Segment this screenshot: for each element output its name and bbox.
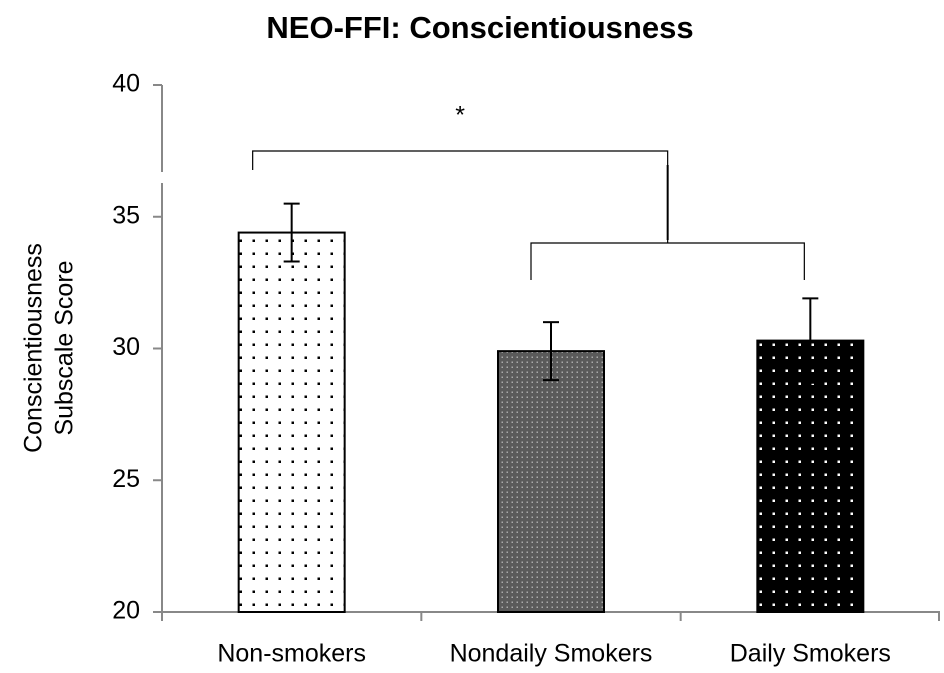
chart-title: NEO-FFI: Conscientiousness [266,10,693,45]
significance-bracket [252,150,805,280]
x-tick-label: Daily Smokers [730,640,891,668]
y-tick-label: 35 [112,201,140,229]
error-bar [802,297,819,384]
y-tick-label: 30 [112,333,140,361]
error-bar [283,202,300,263]
y-axis-label: Subscale Score [51,260,79,435]
y-tick-label: 40 [112,70,140,98]
x-tick-label: Non-smokers [217,640,366,668]
bar [237,231,346,613]
y-tick-label: 25 [112,465,140,493]
x-tick-label: Nondaily Smokers [450,640,653,668]
y-tick-label: 20 [112,597,140,625]
bar [497,350,605,613]
y-axis-label: Conscientiousness [20,243,48,453]
annotation: * [455,102,465,130]
error-bar [543,321,559,382]
